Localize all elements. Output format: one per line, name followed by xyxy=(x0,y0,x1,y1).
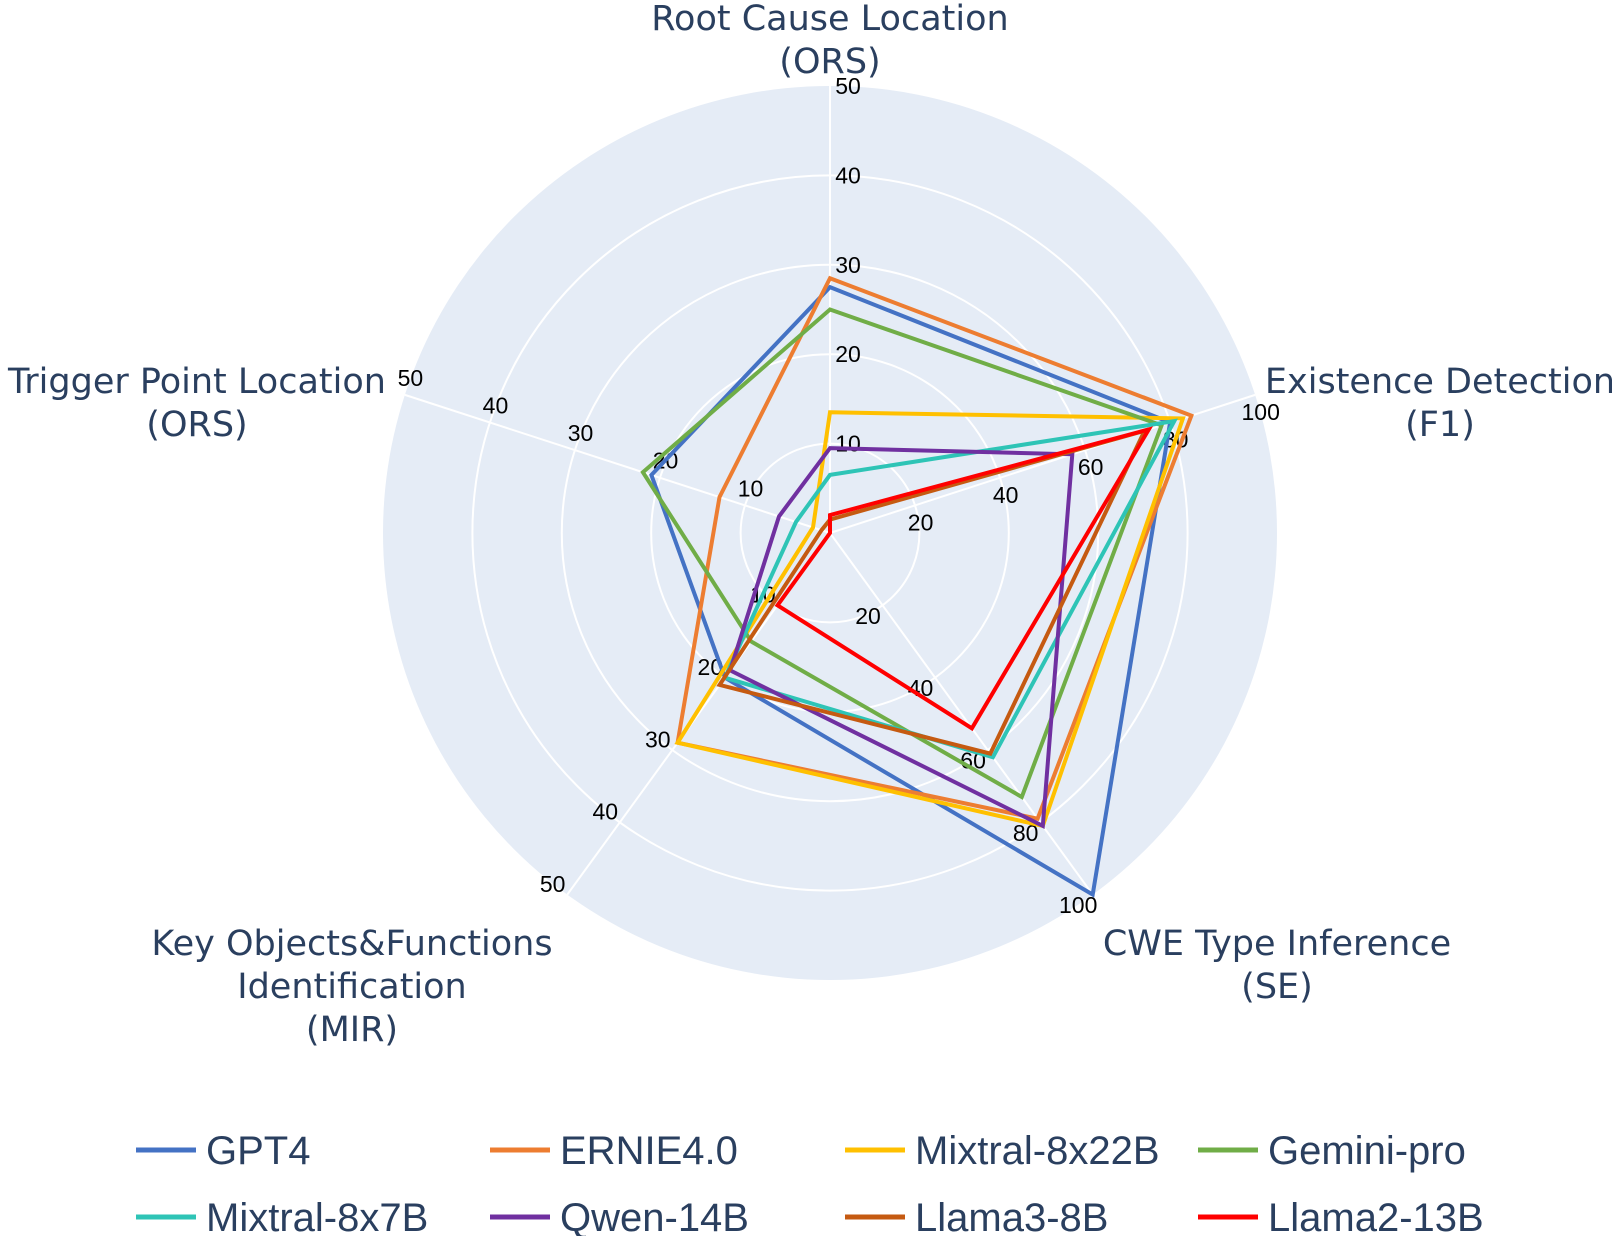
axis-title: Trigger Point Location (ORS) xyxy=(7,362,386,445)
series-line xyxy=(649,284,1173,898)
series-lines xyxy=(640,275,1194,898)
legend-label: Llama3-8B xyxy=(915,1196,1108,1236)
axis-title: Key Objects&Functions Identification (MIR) xyxy=(151,924,552,1050)
legend-label: Qwen-14B xyxy=(560,1196,749,1236)
legend-item: Mixtral-8x22B xyxy=(845,1129,1160,1173)
legend-item: Qwen-14B xyxy=(490,1196,749,1236)
axis-title: CWE Type Inference (SE) xyxy=(1103,924,1451,1007)
series-line xyxy=(640,307,1165,800)
tick-label: 10 xyxy=(738,475,764,501)
legend-label: Mixtral-8x7B xyxy=(206,1196,428,1236)
tick-label: 40 xyxy=(993,482,1019,508)
tick-label: 40 xyxy=(483,392,509,418)
tick-label: 100 xyxy=(1059,892,1097,918)
grid-spoke xyxy=(404,393,831,534)
grid-spoke xyxy=(829,532,1094,896)
tick-label: 30 xyxy=(568,420,594,446)
tick-label: 50 xyxy=(835,73,861,99)
series-line xyxy=(675,275,1194,822)
tick-label: 40 xyxy=(835,162,861,188)
tick-label: 20 xyxy=(835,341,861,367)
tick-label: 50 xyxy=(398,365,424,391)
axis-title: Existence Detection (F1) xyxy=(1265,362,1612,445)
tick-label: 60 xyxy=(1078,454,1104,480)
legend-label: Mixtral-8x22B xyxy=(915,1129,1160,1173)
series-line xyxy=(727,446,1075,830)
legend-label: Llama2-13B xyxy=(1268,1196,1484,1236)
axis-title: Root Cause Location (ORS) xyxy=(651,0,1008,82)
series-line xyxy=(774,426,1154,732)
tick-label: 30 xyxy=(835,252,861,278)
legend-item: GPT4 xyxy=(136,1129,310,1173)
axis-titles: Root Cause Location (ORS) Existence Detect… xyxy=(7,0,1612,1050)
legend-item: Mixtral-8x7B xyxy=(136,1196,428,1236)
legend-label: GPT4 xyxy=(206,1129,310,1173)
legend-item: Gemini-pro xyxy=(1198,1129,1466,1173)
legend-label: ERNIE4.0 xyxy=(560,1129,738,1173)
legend-item: ERNIE4.0 xyxy=(490,1129,738,1173)
legend-item: Llama3-8B xyxy=(845,1196,1108,1236)
tick-label: 40 xyxy=(592,799,618,825)
series-line xyxy=(722,418,1178,760)
tick-label: 20 xyxy=(855,603,881,629)
tick-label: 100 xyxy=(1241,399,1279,425)
tick-label: 10 xyxy=(835,431,861,457)
tick-label: 50 xyxy=(540,871,566,897)
series-line xyxy=(674,410,1186,829)
tick-label: 20 xyxy=(908,509,934,535)
tick-label: 30 xyxy=(645,726,671,752)
legend-item: Llama2-13B xyxy=(1198,1196,1484,1236)
legend: GPT4 ERNIE4.0 Mixtral-8x22B Gemini-pro Mixtr… xyxy=(136,1129,1484,1236)
legend-label: Gemini-pro xyxy=(1268,1129,1466,1173)
